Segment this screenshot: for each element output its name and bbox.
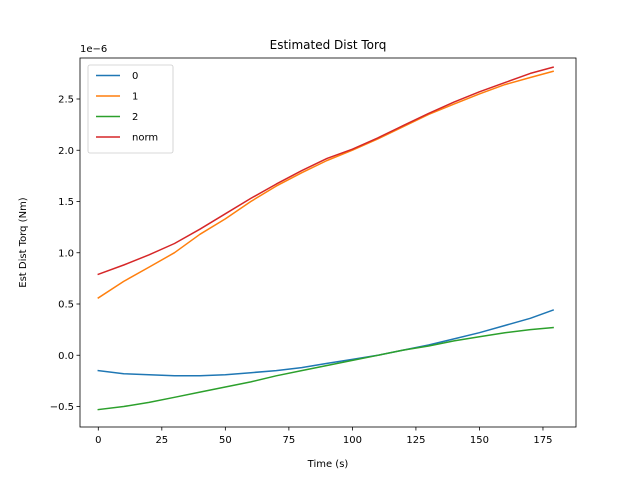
series-line-0 (97, 309, 555, 377)
y-tick-label: 2.0 (58, 146, 74, 157)
x-tick-label: 100 (343, 435, 362, 446)
x-tick-label: 75 (283, 435, 296, 446)
y-axis-scale-label: 1e−6 (80, 44, 107, 55)
x-tick-label: 125 (406, 435, 425, 446)
legend-box (87, 64, 174, 154)
legend-label-1: 1 (132, 92, 138, 103)
ticks-layer: 0 25 50 75 100 125 150 175 −0.5 0.0 0.5 1.0 1.5 2.0 2.… (50, 95, 553, 447)
y-tick-label: 1.5 (58, 197, 74, 208)
legend: 0 1 2 norm (87, 64, 174, 154)
x-tick-label: 0 (95, 435, 101, 446)
legend-label-0: 0 (132, 71, 138, 82)
y-tick-label: 0.5 (58, 300, 74, 311)
series-line-1 (97, 70, 555, 299)
legend-label-norm: norm (132, 133, 158, 144)
y-tick-label: 1.0 (58, 248, 74, 259)
series-line-norm (97, 66, 555, 276)
series-line-2 (97, 326, 554, 411)
legend-label-2: 2 (132, 112, 138, 123)
plot-frame (79, 57, 577, 428)
x-tick-label: 25 (155, 435, 168, 446)
y-axis-label: Est Dist Torq (Nm) (18, 197, 29, 288)
x-tick-label: 175 (533, 435, 552, 446)
y-tick-label: 0.0 (58, 351, 74, 362)
y-tick-label: −0.5 (50, 402, 74, 413)
chart-title: Estimated Dist Torq (270, 38, 387, 52)
y-tick-label: 2.5 (58, 95, 74, 106)
x-axis-label: Time (s) (307, 459, 349, 470)
x-tick-label: 50 (219, 435, 232, 446)
x-tick-label: 150 (470, 435, 489, 446)
series-layer (97, 66, 555, 411)
